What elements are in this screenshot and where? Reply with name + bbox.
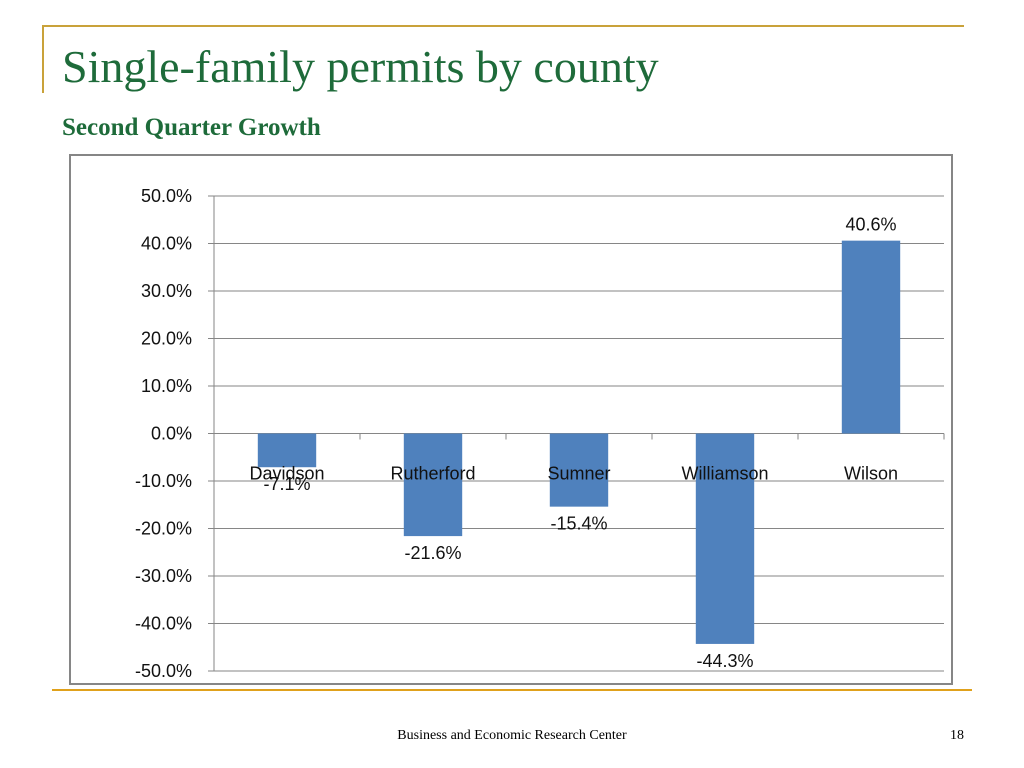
data-label: -44.3% (696, 651, 753, 671)
data-label: -7.1% (263, 474, 310, 494)
footer-text: Business and Economic Research Center (397, 728, 627, 743)
x-category-label: Wilson (844, 464, 898, 484)
bar-rutherford (403, 433, 463, 537)
footer-rule (52, 689, 972, 691)
data-label: -15.4% (550, 514, 607, 534)
bar-wilson (841, 240, 901, 434)
x-category-label: Sumner (547, 464, 610, 484)
x-category-label: Williamson (681, 464, 768, 484)
y-tick-label: -10.0% (135, 471, 192, 491)
y-tick-label: -40.0% (135, 614, 192, 634)
y-tick-label: 40.0% (141, 234, 192, 254)
y-tick-label: 20.0% (141, 329, 192, 349)
bar-sumner (549, 433, 609, 507)
data-label: 40.6% (845, 215, 896, 235)
y-tick-label: 0.0% (151, 424, 192, 444)
x-category-label: Davidson (249, 464, 324, 484)
y-tick-label: -20.0% (135, 519, 192, 539)
slide-title: Single-family permits by county (62, 41, 659, 92)
bar-chart: 50.0% 40.0% 30.0% 20.0% 10.0% 0.0% -10.0% -20.0… (135, 186, 945, 681)
y-tick-label: -30.0% (135, 566, 192, 586)
y-tick-label: 30.0% (141, 281, 192, 301)
slide-subtitle: Second Quarter Growth (62, 114, 321, 141)
y-tick-label: 10.0% (141, 376, 192, 396)
x-category-label: Rutherford (390, 464, 475, 484)
slide-frame-left-line (42, 25, 44, 93)
y-tick-label: -50.0% (135, 661, 192, 681)
chart-container: 50.0% 40.0% 30.0% 20.0% 10.0% 0.0% -10.0% -20.0… (69, 154, 953, 685)
y-tick-label: 50.0% (141, 186, 192, 206)
page-number: 18 (950, 728, 964, 743)
bar-williamson (695, 433, 755, 644)
slide-frame-top-line (42, 25, 964, 27)
bar-davidson (257, 433, 317, 468)
data-label: -21.6% (404, 543, 461, 563)
